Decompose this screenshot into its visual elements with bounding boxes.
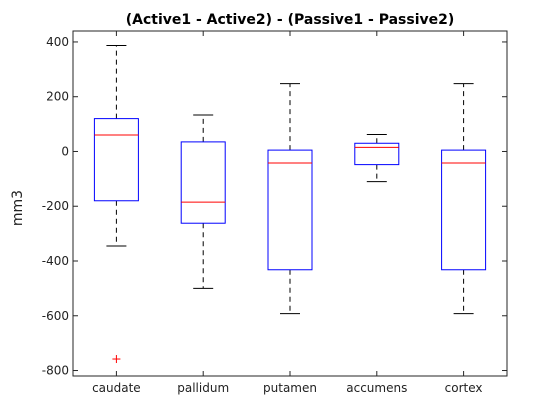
box-accumens <box>354 134 400 183</box>
x-tick-label: cortex <box>445 381 483 395</box>
chart-title: (Active1 - Active2) - (Passive1 - Passiv… <box>126 12 455 28</box>
x-tick-label: caudate <box>92 381 141 395</box>
box-cortex <box>441 83 487 315</box>
y-tick-label: -600 <box>42 309 69 323</box>
y-tick-label: 200 <box>46 90 69 104</box>
x-tick-label: pallidum <box>177 381 229 395</box>
y-tick-label: -800 <box>42 364 69 378</box>
iqr-box <box>180 141 226 224</box>
outlier-marker <box>112 355 121 364</box>
box-putamen <box>267 83 313 315</box>
iqr-box <box>267 149 313 271</box>
y-tick-label: -400 <box>42 254 69 268</box>
y-tick-label: 0 <box>61 144 69 158</box>
y-axis-label: mm3 <box>10 190 26 226</box>
iqr-box <box>354 142 400 166</box>
box-caudate <box>93 45 139 364</box>
x-tick-label: putamen <box>263 381 317 395</box>
y-tick-label: 400 <box>46 35 69 49</box>
y-tick-label: -200 <box>42 199 69 213</box>
box-series <box>93 45 487 364</box>
iqr-box <box>93 118 139 202</box>
box-pallidum <box>180 114 226 289</box>
iqr-box <box>441 149 487 271</box>
x-tick-label: accumens <box>346 381 407 395</box>
axis-ticks: -800 -600 -400 -200 0 200 400 caudate pallidum pu… <box>42 31 507 395</box>
